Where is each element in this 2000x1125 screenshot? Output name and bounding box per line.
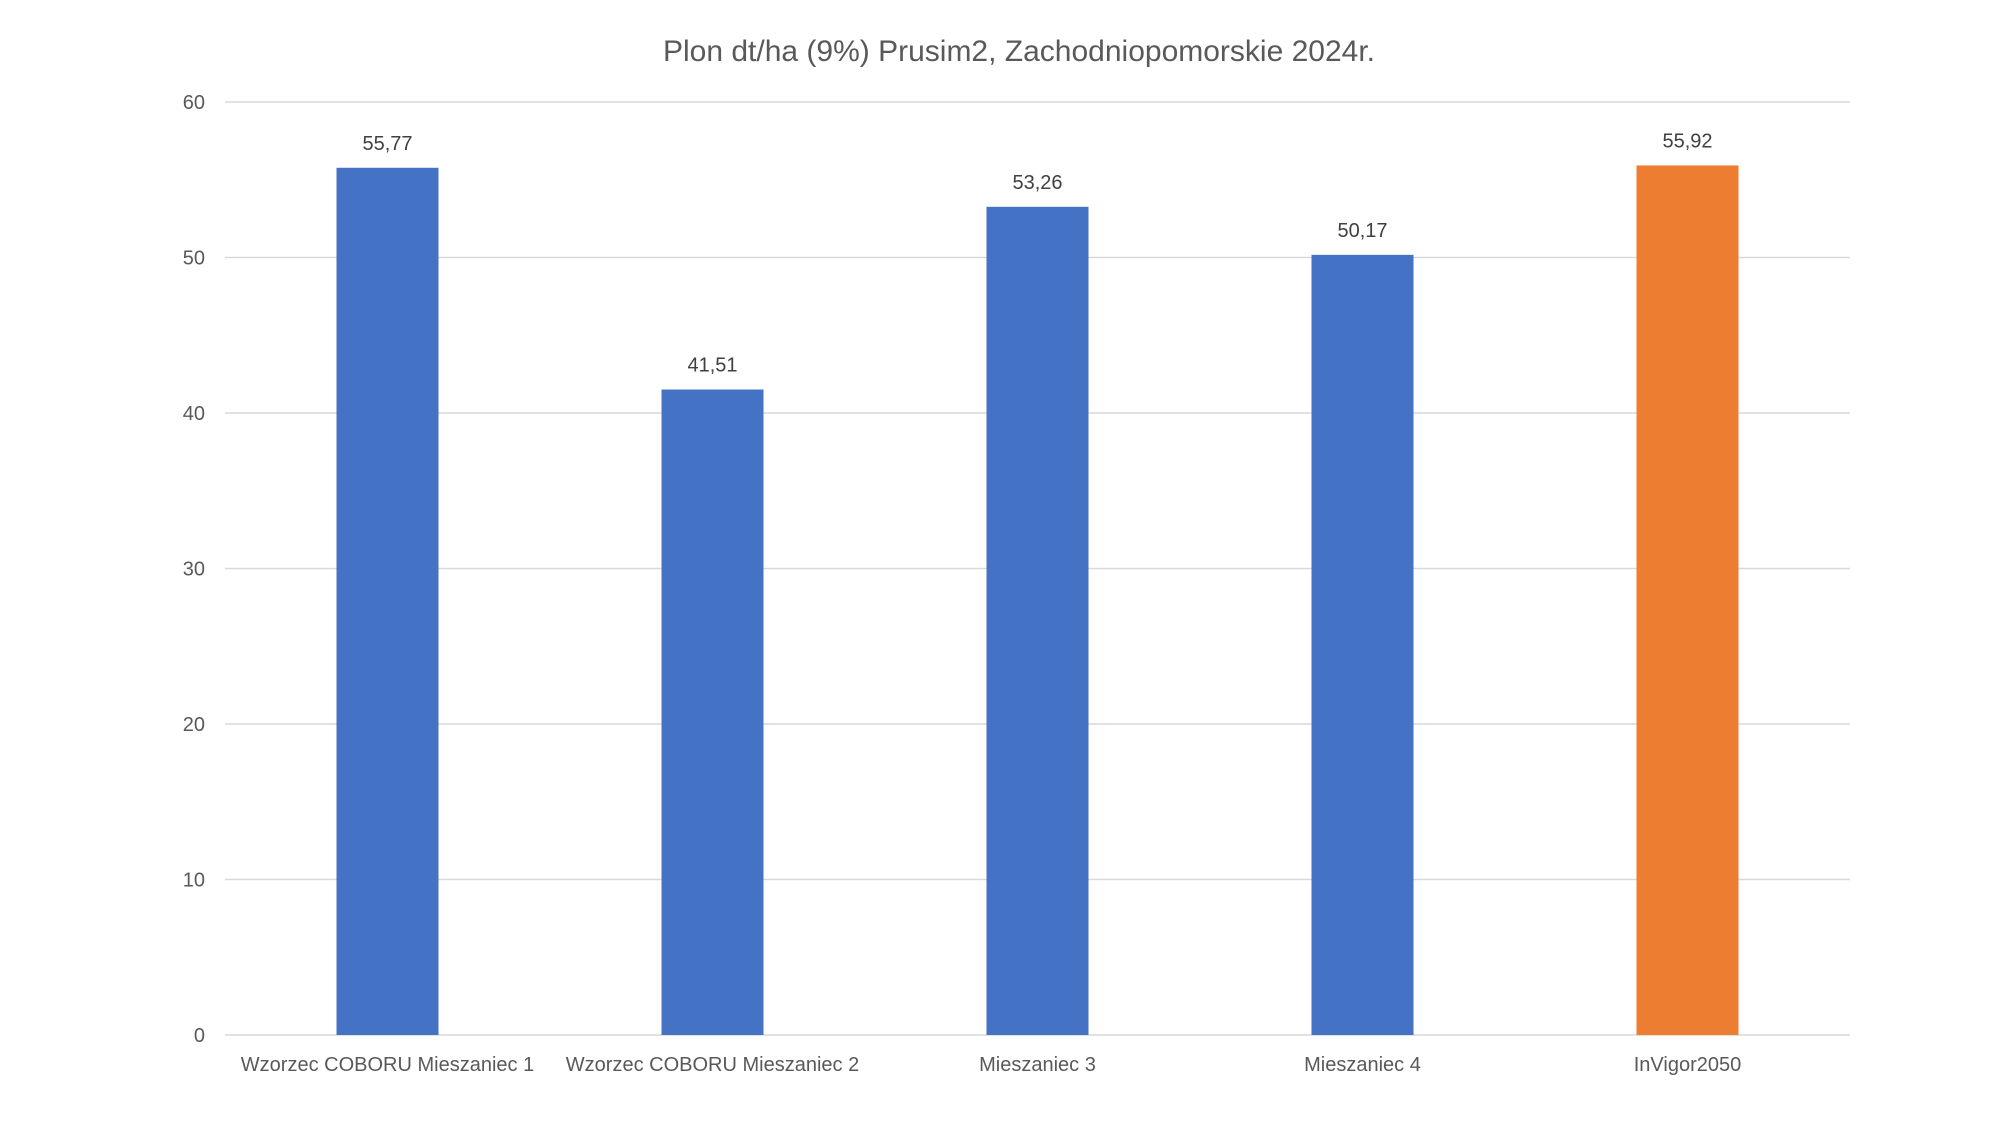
chart-title: Plon dt/ha (9%) Prusim2, Zachodniopomors…	[663, 35, 1375, 68]
bar-value-label: 41,51	[687, 355, 737, 377]
x-category-label: Mieszaniec 3	[979, 1054, 1096, 1076]
bars	[336, 165, 1739, 1036]
y-axis-ticks: 0 10 20 30 40 50 60	[183, 92, 205, 1047]
data-labels: 55,77 41,51 53,26 50,17 55,92	[362, 130, 1712, 376]
bar-value-label: 55,77	[362, 133, 412, 155]
bar	[336, 167, 439, 1036]
x-category-label: Mieszaniec 4	[1304, 1054, 1421, 1076]
bar-value-label: 53,26	[1012, 172, 1062, 194]
y-tick-label: 50	[183, 248, 205, 270]
bar	[1636, 165, 1739, 1036]
y-tick-label: 10	[183, 870, 205, 892]
bar	[986, 206, 1089, 1035]
bar	[661, 389, 764, 1035]
bar-value-label: 50,17	[1337, 220, 1387, 242]
bar-value-label: 55,92	[1662, 130, 1712, 152]
bar	[1311, 254, 1414, 1035]
x-axis-labels: Wzorzec COBORU Mieszaniec 1 Wzorzec COBOR…	[241, 1054, 1741, 1076]
y-tick-label: 20	[183, 714, 205, 736]
y-tick-label: 40	[183, 403, 205, 425]
y-tick-label: 60	[183, 92, 205, 114]
x-category-label: InVigor2050	[1634, 1054, 1742, 1076]
y-tick-label: 0	[194, 1025, 205, 1047]
x-category-label: Wzorzec COBORU Mieszaniec 2	[566, 1054, 859, 1076]
y-tick-label: 30	[183, 559, 205, 581]
x-category-label: Wzorzec COBORU Mieszaniec 1	[241, 1054, 534, 1076]
